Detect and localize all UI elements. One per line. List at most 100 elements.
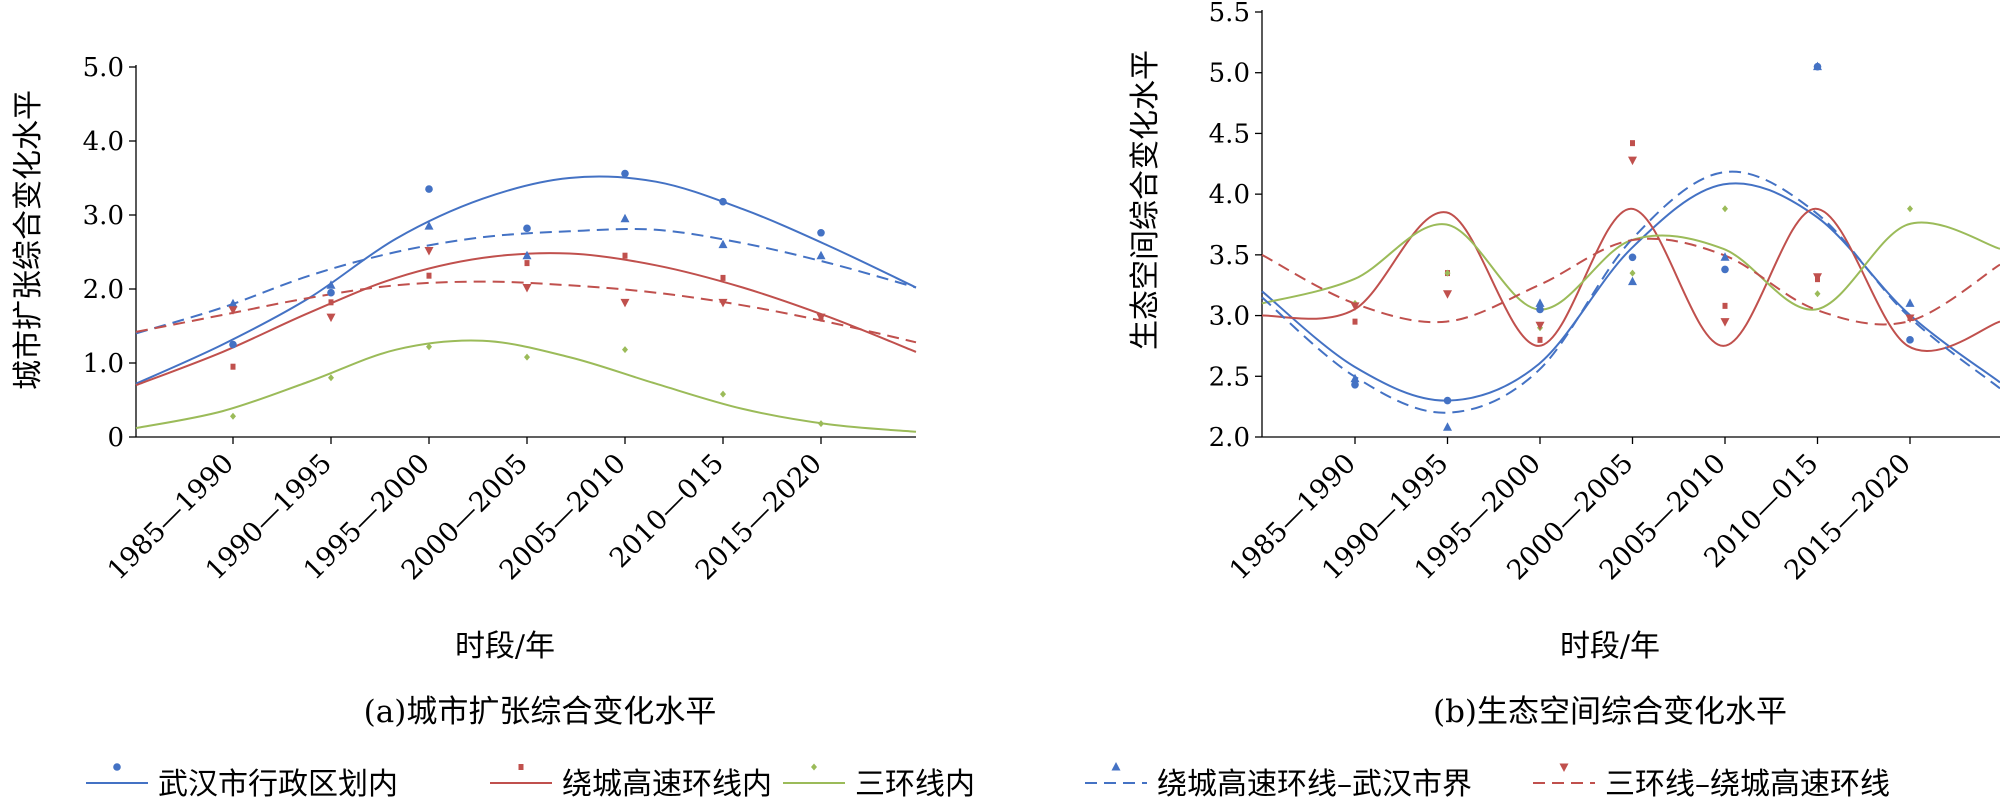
data-point-series-2: [1537, 336, 1543, 343]
legend-label: 三环线内: [855, 767, 975, 802]
y-tick-label: 3.0: [1209, 302, 1250, 332]
trend-line-series-5: [1261, 237, 2000, 326]
data-point-series-2: [524, 260, 530, 267]
chart-caption: (a)城市扩张综合变化水平: [364, 694, 717, 730]
y-tick-label: 2.0: [1209, 423, 1250, 453]
x-axis-title: 时段/年: [1560, 629, 1660, 664]
data-point-series-2: [426, 272, 432, 279]
data-point-series-4: [620, 213, 630, 223]
data-point-series-5: [522, 284, 532, 293]
legend-label: 绕城高速环线–武汉市界: [1157, 767, 1472, 802]
y-axis-title: 城市扩张综合变化水平: [11, 90, 46, 390]
data-point-series-5: [1813, 273, 1822, 282]
y-tick-label: 5.0: [83, 53, 124, 83]
legend-marker: [1111, 762, 1121, 771]
legend-marker: [113, 763, 121, 771]
trend-line-series-5: [135, 280, 917, 344]
data-point-series-3: [1629, 269, 1636, 277]
y-tick-label: 4.0: [1209, 180, 1250, 210]
legend-item: 三环线内: [783, 763, 975, 802]
y-tick-label: 3.0: [83, 201, 124, 231]
data-point-series-1: [1906, 336, 1914, 344]
legend-item: 绕城高速环线–武汉市界: [1085, 762, 1472, 802]
data-point-series-2: [328, 299, 334, 306]
x-axis-title: 时段/年: [455, 629, 555, 664]
data-point-series-5: [228, 306, 238, 315]
data-point-series-5: [1720, 318, 1730, 327]
legend-marker: [1559, 763, 1569, 772]
data-point-series-1: [1628, 253, 1637, 262]
legend-label: 三环线–绕城高速环线: [1605, 767, 1890, 802]
data-point-series-4: [326, 280, 336, 289]
data-point-series-4: [1443, 422, 1452, 431]
trend-line-series-2: [135, 252, 917, 387]
data-point-series-1: [1351, 380, 1359, 389]
data-point-series-3: [426, 343, 432, 351]
y-tick-label: 5.5: [1209, 0, 1250, 28]
data-point-series-1: [817, 228, 825, 237]
data-point-series-4: [1628, 276, 1637, 286]
data-point-series-5: [1535, 321, 1545, 331]
data-point-series-2: [1722, 302, 1728, 309]
y-tick-label: 2.0: [83, 275, 124, 305]
data-point-series-3: [1907, 205, 1913, 213]
data-point-series-1: [327, 288, 335, 297]
data-point-series-4: [1350, 373, 1360, 383]
legend-marker: [811, 763, 817, 771]
data-point-series-2: [1352, 318, 1358, 325]
data-point-series-4: [1905, 298, 1915, 307]
data-point-series-5: [620, 298, 630, 308]
trend-line-series-4: [135, 227, 917, 335]
data-point-series-3: [1722, 205, 1728, 213]
data-point-series-3: [230, 412, 236, 420]
data-point-series-1: [1443, 396, 1452, 405]
data-point-series-4: [718, 239, 728, 249]
y-axis-title: 生态空间综合变化水平: [1128, 50, 1163, 350]
y-tick-label: 4.0: [83, 127, 124, 157]
data-point-series-4: [1535, 298, 1545, 307]
y-tick-label: 3.5: [1209, 241, 1250, 271]
data-point-series-5: [1443, 290, 1452, 299]
y-tick-label: 4.5: [1209, 119, 1250, 149]
y-tick-label: 0: [107, 423, 124, 453]
y-tick-label: 2.5: [1209, 362, 1250, 392]
chart-panel-b: 2.02.53.03.54.04.55.05.51985—19901990—19…: [1128, 0, 2000, 730]
data-point-series-4: [424, 221, 434, 230]
trend-line-series-2: [1261, 207, 2000, 353]
data-point-series-1: [1536, 305, 1544, 314]
data-point-series-1: [1721, 265, 1729, 274]
data-point-series-4: [228, 298, 238, 308]
legend-item: 三环线–绕城高速环线: [1533, 763, 1890, 802]
trend-line-series-1: [135, 175, 917, 385]
data-point-series-1: [719, 197, 727, 206]
data-point-series-5: [718, 298, 728, 308]
data-point-series-5: [1350, 302, 1360, 311]
data-point-series-4: [1720, 252, 1730, 261]
data-point-series-1: [229, 340, 237, 349]
data-point-series-3: [720, 390, 726, 398]
data-point-series-4: [522, 250, 532, 260]
data-point-series-2: [622, 252, 628, 259]
data-point-series-3: [1814, 290, 1821, 298]
data-point-series-1: [425, 185, 433, 193]
data-point-series-3: [622, 346, 628, 354]
data-point-series-2: [720, 274, 726, 281]
data-point-series-3: [328, 374, 334, 382]
legend: 武汉市行政区划内 绕城高速环线内 三环线内 绕城高速环线–武汉市界 三环线–绕城高速环线: [86, 762, 1890, 802]
data-point-series-1: [523, 224, 531, 233]
data-point-series-2: [230, 363, 236, 370]
data-point-series-1: [621, 169, 629, 178]
trend-line-series-3: [135, 339, 917, 433]
data-point-series-2: [1630, 140, 1635, 147]
y-tick-label: 1.0: [83, 349, 124, 379]
data-point-series-3: [818, 420, 824, 428]
data-point-series-5: [1905, 314, 1915, 323]
legend-marker: [518, 764, 524, 770]
legend-item: 武汉市行政区划内: [86, 763, 398, 802]
data-point-series-5: [1628, 156, 1637, 166]
data-point-series-4: [1813, 61, 1822, 71]
chart-panel-a: 01.02.03.04.05.01985—19901990—19951995—2…: [11, 53, 917, 730]
chart-caption: (b)生态空间综合变化水平: [1433, 694, 1787, 730]
data-point-series-5: [424, 247, 434, 256]
